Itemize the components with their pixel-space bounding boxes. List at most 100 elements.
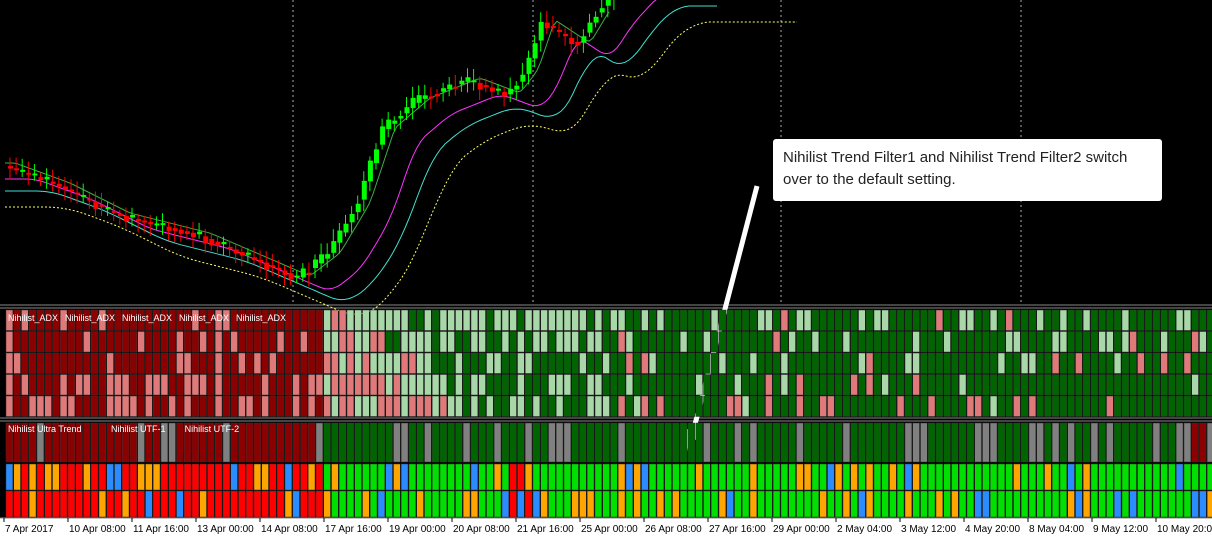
adx-cell — [517, 352, 525, 374]
adx-cell — [579, 331, 587, 353]
adx-cell — [742, 395, 750, 417]
adx-cell — [943, 331, 951, 353]
indicator-label: Nihilist UTF-2 — [185, 424, 240, 434]
filter-cell — [997, 463, 1005, 491]
adx-cell — [1021, 374, 1029, 396]
filter-cell — [29, 490, 37, 518]
adx-cell — [587, 352, 595, 374]
adx-cell — [610, 309, 618, 331]
adx-cell — [153, 395, 161, 417]
adx-cell — [602, 309, 610, 331]
candle — [331, 241, 337, 253]
adx-cell — [687, 309, 695, 331]
trend-cell — [122, 422, 130, 463]
adx-cell — [401, 374, 409, 396]
candle — [172, 228, 178, 231]
filter-cell — [416, 463, 424, 491]
adx-cell — [1207, 352, 1212, 374]
filter-cell — [67, 490, 75, 518]
adx-cell — [168, 374, 176, 396]
adx-cell — [292, 395, 300, 417]
filter-cell — [959, 490, 967, 518]
trend-cell — [1137, 422, 1145, 463]
candle — [178, 229, 184, 234]
filter-cell — [943, 463, 951, 491]
filter-cell — [711, 490, 719, 518]
adx-cell — [1052, 374, 1060, 396]
adx-cell — [680, 374, 688, 396]
adx-cell — [1114, 331, 1122, 353]
adx-cell — [44, 374, 52, 396]
adx-cell — [1152, 374, 1160, 396]
filter-cell — [13, 463, 21, 491]
trend-cell — [641, 422, 649, 463]
adx-cell — [509, 331, 517, 353]
filter-cell — [966, 463, 974, 491]
adx-cell — [269, 331, 277, 353]
adx-cell — [835, 331, 843, 353]
adx-cell — [804, 309, 812, 331]
adx-cell — [416, 352, 424, 374]
adx-cell — [160, 331, 168, 353]
filter-cell — [385, 463, 393, 491]
adx-cell — [618, 331, 626, 353]
adx-cell — [1013, 331, 1021, 353]
trend-cell — [672, 422, 680, 463]
adx-cell — [811, 309, 819, 331]
adx-cell — [943, 352, 951, 374]
filter-cell — [207, 463, 215, 491]
candle — [215, 241, 221, 247]
adx-cell — [439, 331, 447, 353]
trend-cell — [447, 422, 455, 463]
candle — [20, 169, 26, 172]
filter-cell — [470, 490, 478, 518]
trend-cell — [215, 422, 223, 463]
adx-cell — [1044, 395, 1052, 417]
adx-cell — [1098, 395, 1106, 417]
adx-cell — [788, 331, 796, 353]
adx-cell — [997, 352, 1005, 374]
adx-cell — [990, 395, 998, 417]
adx-cell — [408, 331, 416, 353]
filter-cell — [835, 490, 843, 518]
trend-cell — [168, 422, 176, 463]
filter-cell — [300, 463, 308, 491]
trend-cell — [749, 422, 757, 463]
adx-cell — [959, 331, 967, 353]
indicator-label: Nihilist_ADX — [122, 313, 172, 323]
adx-cell — [300, 395, 308, 417]
adx-cell — [13, 374, 21, 396]
adx-cell — [191, 331, 199, 353]
trend-cell — [370, 422, 378, 463]
filter-cell — [494, 490, 502, 518]
adx-cell — [966, 309, 974, 331]
adx-cell — [509, 309, 517, 331]
trend-cell — [858, 422, 866, 463]
adx-cell — [44, 395, 52, 417]
adx-cell — [1052, 352, 1060, 374]
adx-cell — [548, 374, 556, 396]
adx-cell — [1207, 374, 1212, 396]
filter-cell — [625, 490, 633, 518]
filter-cell — [1176, 490, 1184, 518]
adx-cell — [269, 352, 277, 374]
adx-cell — [982, 352, 990, 374]
time-label: 13 Apr 00:00 — [197, 524, 254, 535]
adx-cell — [222, 309, 230, 331]
adx-cell — [997, 331, 1005, 353]
filter-cell — [447, 463, 455, 491]
filter-cell — [455, 463, 463, 491]
filter-cell — [114, 490, 122, 518]
adx-cell — [517, 331, 525, 353]
filter-cell — [951, 463, 959, 491]
filter-cell — [199, 490, 207, 518]
adx-cell — [842, 352, 850, 374]
filter-cell — [122, 490, 130, 518]
adx-cell — [571, 309, 579, 331]
trend-cell — [346, 422, 354, 463]
adx-cell — [83, 352, 91, 374]
candle — [264, 262, 270, 271]
adx-cell — [215, 309, 223, 331]
adx-cell — [866, 309, 874, 331]
